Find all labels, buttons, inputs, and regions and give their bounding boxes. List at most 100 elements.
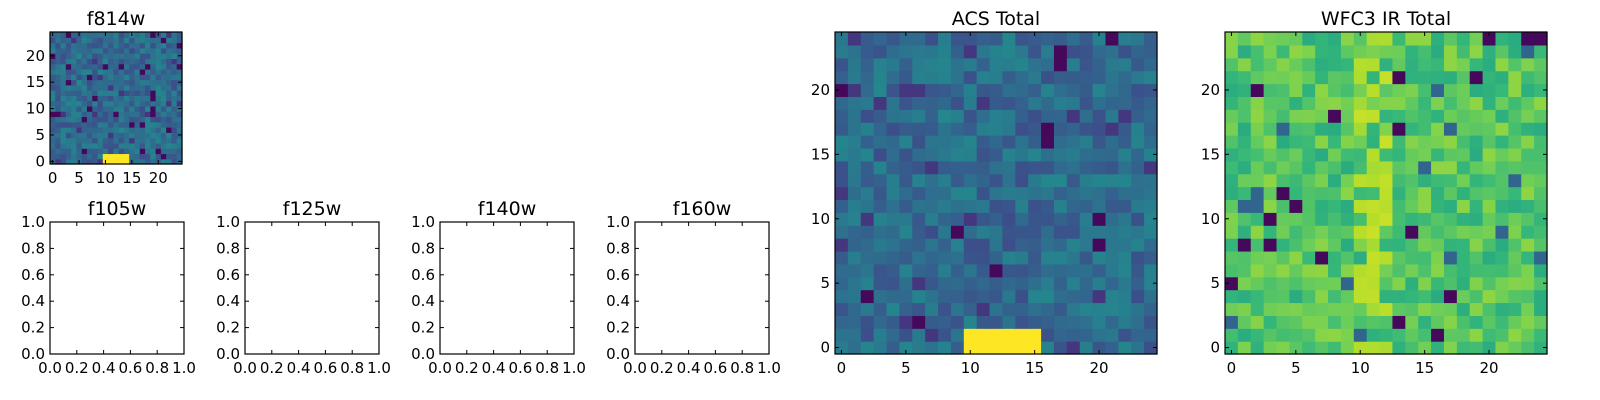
heatmap-cell [1482,186,1497,201]
y-tick-label: 0.0 [606,345,630,363]
heatmap-cell [139,116,146,123]
heatmap-cell [860,70,875,85]
axes-frame [244,221,380,355]
heatmap-cell [1469,135,1484,149]
heatmap-cell [139,37,146,44]
heatmap-cell [912,289,926,304]
heatmap-cell [150,142,157,149]
heatmap-cell [1302,160,1316,175]
heatmap-cell [134,137,141,144]
heatmap-cell [938,250,952,265]
heatmap-cell [912,238,926,252]
heatmap-cell [938,147,952,162]
heatmap-cell [118,158,125,165]
heatmap-cell [1289,225,1303,239]
heatmap-cell [1028,302,1042,316]
heatmap-cell [1315,212,1329,226]
heatmap-cell [113,68,120,75]
heatmap-cell [1366,315,1381,329]
heatmap-cell [1340,147,1355,162]
heatmap-cell [976,83,991,97]
heatmap-cell [938,173,952,188]
heatmap-cell [1263,135,1278,149]
heatmap-cell [1118,83,1132,97]
heatmap-cell [118,53,125,59]
heatmap-cell [145,90,151,96]
heatmap-cell [1015,212,1029,226]
heatmap-cell [86,137,93,144]
heatmap-cell [92,95,99,102]
heatmap-cell [860,225,875,239]
heatmap-cell [938,160,952,175]
heatmap-cell [86,148,93,155]
heatmap-cell [55,63,62,70]
heatmap-cell [118,32,125,38]
heatmap-cell [847,122,862,136]
heatmap-cell [1302,302,1316,316]
heatmap-cell [1015,83,1029,97]
y-tick-label: 5 [1210,274,1220,292]
heatmap-cell [938,122,952,136]
heatmap-cell [139,153,146,160]
heatmap-cell [1092,57,1107,72]
heatmap-cell [976,289,991,304]
heatmap-cell [1250,263,1265,278]
heatmap-cell [1237,289,1252,304]
heatmap-cell [1302,173,1316,188]
heatmap-cell [65,47,72,54]
heatmap-cell [873,186,888,201]
heatmap-cell [886,109,900,123]
heatmap-cell [1002,186,1016,201]
heatmap-cell [1250,289,1265,304]
heatmap-cell [1482,32,1497,46]
heatmap-cell [1015,341,1029,355]
heatmap-cell [873,199,888,213]
x-tick-label: 15 [122,169,141,187]
heatmap-cell [1015,199,1029,213]
heatmap-cell [899,328,913,342]
heatmap-cell [60,37,67,44]
heatmap-cell [76,142,83,149]
heatmap-cell [1302,225,1316,239]
heatmap-cell [1144,199,1158,213]
heatmap-cell [1079,44,1094,59]
heatmap-cell [1131,315,1145,329]
heatmap-cell [139,79,146,86]
heatmap-cell [873,32,888,46]
heatmap-cell [81,68,88,75]
heatmap-cell [60,142,67,149]
heatmap-cell [1469,147,1484,162]
heatmap-cell [976,263,991,278]
heatmap-cell [1118,186,1132,201]
heatmap-cell [1237,122,1252,136]
heatmap-cell [963,83,978,97]
heatmap-cell [1366,212,1381,226]
heatmap-cell [134,100,141,107]
heatmap-cell [129,79,136,86]
heatmap-cell [166,148,173,155]
heatmap-cell [1002,160,1016,175]
x-tick-label: 20 [1089,359,1108,377]
heatmap-cell [81,158,88,165]
heatmap-cell [160,58,167,65]
heatmap-cell [55,100,62,107]
heatmap-cell [123,142,130,149]
heatmap-cell [92,137,99,144]
heatmap-cell [129,58,136,65]
y-tick-label: 0.8 [21,239,45,257]
heatmap-cell [1495,147,1509,162]
heatmap-cell [1521,160,1535,175]
heatmap-cell [1066,70,1081,85]
heatmap-cell [171,137,178,144]
heatmap-cell [1092,160,1107,175]
heatmap-cell [71,79,77,86]
heatmap-cell [1508,135,1522,149]
heatmap-cell [92,132,99,139]
heatmap-cell [1092,328,1107,342]
heatmap-cell [1053,44,1068,59]
heatmap-cell [1469,173,1484,188]
heatmap-cell [950,289,965,304]
heatmap-cell [171,58,178,65]
heatmap-cell [1418,225,1432,239]
heatmap-cell [1028,83,1042,97]
